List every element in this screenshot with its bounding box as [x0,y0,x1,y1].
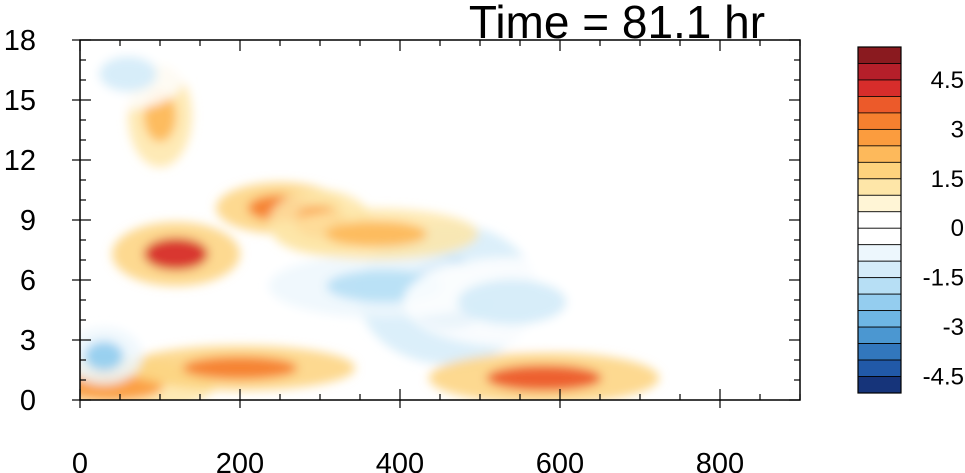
colorbar-label: 0 [951,215,964,242]
colorbar-swatch [857,194,902,213]
contour-feature [182,356,298,380]
x-tick-label: 600 [536,448,584,473]
colorbar-swatch [857,178,902,196]
colorbar-label: -1.5 [923,265,964,292]
colorbar-swatch [857,244,902,262]
colorbar-label: 4.5 [931,67,964,94]
colorbar-swatch [857,96,902,114]
y-tick-label: 6 [20,265,36,297]
colorbar-label: 1.5 [931,166,964,193]
y-tick-label: 12 [4,145,36,177]
colorbar-swatch [857,79,902,97]
x-tick-label: 800 [696,448,744,473]
colorbar-swatch [857,359,902,377]
y-tick-label: 18 [4,25,36,57]
y-axis: 0 3 6 9 12 15 18 [4,25,800,417]
colorbar-swatch [857,227,902,246]
colorbar-swatch [857,277,902,295]
contour-feature [457,279,567,325]
contour-feature [84,341,124,371]
colorbar-swatch [857,161,902,180]
y-tick-label: 15 [4,85,36,117]
colorbar-label: -4.5 [923,364,964,391]
colorbar: 4.5 3 1.5 0 -1.5 -3 -4.5 [857,46,964,394]
colorbar-frame [857,46,902,394]
colorbar-swatch [857,63,902,81]
colorbar-swatch [857,343,902,361]
colorbar-swatch [857,293,902,312]
colorbar-label: -3 [943,314,964,341]
colorbar-swatch [857,112,902,130]
y-tick-label: 3 [20,325,36,357]
colorbar-swatch [857,260,902,279]
colorbar-swatch [857,128,902,147]
x-tick-label: 200 [216,448,264,473]
colorbar-swatch [857,211,902,229]
colorbar-swatch [857,376,902,394]
colorbar-swatch [857,46,902,64]
x-tick-label: 400 [376,448,424,473]
colorbar-swatch [857,326,902,344]
contour-fill-layer [80,40,660,400]
contour-feature [486,365,602,391]
colorbar-swatch [857,310,902,328]
x-axis: 0 200 400 600 800 [72,40,801,473]
contour-feature [324,221,428,247]
contour-feature [99,56,157,92]
y-tick-label: 0 [20,385,36,417]
contour-feature [144,238,208,270]
colorbar-label: 3 [951,116,964,143]
x-tick-label: 0 [72,448,88,473]
y-tick-label: 9 [20,205,36,237]
colorbar-swatch [857,145,902,163]
